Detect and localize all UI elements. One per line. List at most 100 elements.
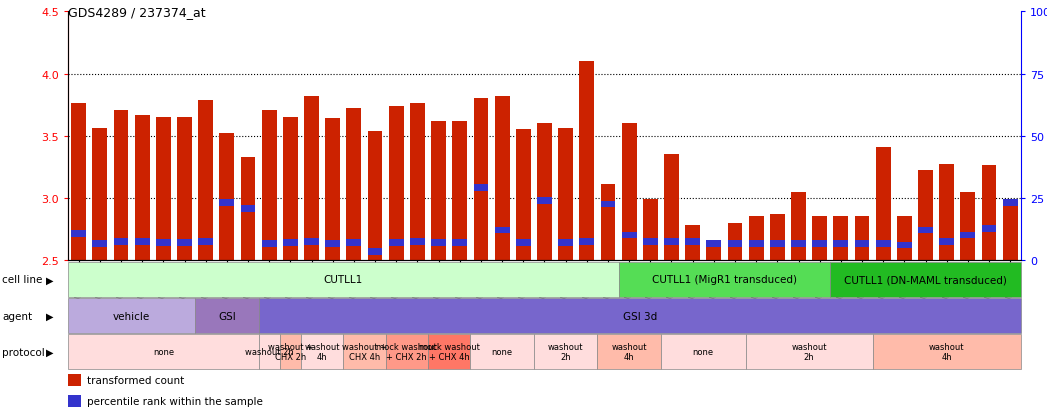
Bar <box>135 115 150 260</box>
Bar <box>156 240 171 246</box>
Bar <box>156 118 171 260</box>
Bar <box>1003 200 1018 206</box>
Bar <box>875 241 891 247</box>
Bar <box>516 130 531 260</box>
Bar <box>68 298 195 333</box>
Bar <box>812 217 827 260</box>
Bar <box>326 119 340 260</box>
Bar <box>854 241 869 247</box>
Bar <box>918 227 933 234</box>
Bar <box>622 232 637 239</box>
Bar <box>473 99 488 260</box>
Text: CUTLL1 (MigR1 transduced): CUTLL1 (MigR1 transduced) <box>652 275 797 285</box>
Text: mock washout
+ CHX 4h: mock washout + CHX 4h <box>419 342 480 361</box>
Bar <box>241 157 255 260</box>
Bar <box>749 217 763 260</box>
Text: GSI: GSI <box>218 311 236 321</box>
Bar <box>1003 201 1018 260</box>
Text: washout +
CHX 4h: washout + CHX 4h <box>342 342 387 361</box>
Bar <box>388 107 404 260</box>
Text: washout
4h: washout 4h <box>305 342 340 361</box>
Bar <box>494 227 510 234</box>
Bar <box>749 241 763 247</box>
Bar <box>262 110 276 260</box>
Text: washout
2h: washout 2h <box>548 342 583 361</box>
Bar <box>664 238 678 245</box>
Bar <box>537 124 552 260</box>
Bar <box>280 334 300 369</box>
Bar <box>833 217 848 260</box>
Bar <box>643 238 658 245</box>
Bar <box>685 238 700 245</box>
Text: washout
2h: washout 2h <box>792 342 827 361</box>
Bar <box>939 165 954 260</box>
Text: transformed count: transformed count <box>87 375 184 385</box>
Bar <box>347 240 361 246</box>
Text: washout 2h: washout 2h <box>245 347 293 356</box>
Bar <box>326 241 340 247</box>
Bar <box>347 109 361 260</box>
Bar <box>283 118 297 260</box>
Bar <box>918 171 933 260</box>
Text: CUTLL1 (DN-MAML transduced): CUTLL1 (DN-MAML transduced) <box>844 275 1007 285</box>
Bar <box>71 104 86 260</box>
Bar <box>685 225 700 260</box>
Bar <box>431 121 446 260</box>
Bar <box>68 334 259 369</box>
Bar <box>410 238 425 245</box>
Bar <box>410 104 425 260</box>
Text: GDS4289 / 237374_at: GDS4289 / 237374_at <box>68 6 205 19</box>
Bar <box>220 134 235 260</box>
Bar <box>770 214 785 260</box>
Bar <box>304 97 319 260</box>
Text: none: none <box>153 347 174 356</box>
Bar <box>452 240 467 246</box>
Bar <box>598 334 661 369</box>
Bar <box>428 334 470 369</box>
Bar <box>792 192 806 260</box>
Text: ▶: ▶ <box>46 311 53 321</box>
Text: washout +
CHX 2h: washout + CHX 2h <box>268 342 313 361</box>
Text: mock washout
+ CHX 2h: mock washout + CHX 2h <box>376 342 438 361</box>
Bar <box>745 334 872 369</box>
Bar <box>92 241 107 247</box>
Bar <box>135 238 150 245</box>
Bar <box>960 192 976 260</box>
Bar <box>854 217 869 260</box>
Bar <box>622 124 637 260</box>
Bar <box>113 238 129 245</box>
Text: ▶: ▶ <box>46 275 53 285</box>
Bar <box>431 240 446 246</box>
Bar <box>601 201 616 208</box>
Bar <box>68 374 81 386</box>
Text: agent: agent <box>2 311 32 321</box>
Text: washout
4h: washout 4h <box>929 342 964 361</box>
Bar <box>579 238 595 245</box>
Bar <box>664 155 678 260</box>
Bar <box>198 100 214 260</box>
Bar <box>872 334 1021 369</box>
Bar <box>897 242 912 249</box>
Bar <box>367 248 382 255</box>
Bar <box>177 118 192 260</box>
Bar <box>343 334 385 369</box>
Bar <box>367 131 382 260</box>
Bar <box>220 200 235 206</box>
Text: washout
4h: washout 4h <box>611 342 647 361</box>
Bar <box>71 231 86 237</box>
Bar <box>833 241 848 247</box>
Text: GSI 3d: GSI 3d <box>623 311 656 321</box>
Bar <box>830 262 1021 297</box>
Bar <box>385 334 428 369</box>
Bar <box>470 334 534 369</box>
Bar <box>92 129 107 260</box>
Bar <box>558 240 573 246</box>
Bar <box>982 166 997 260</box>
Text: protocol: protocol <box>2 347 45 357</box>
Bar <box>619 262 830 297</box>
Bar <box>601 185 616 260</box>
Bar <box>283 240 297 246</box>
Bar <box>241 206 255 213</box>
Bar <box>707 241 721 247</box>
Bar <box>792 241 806 247</box>
